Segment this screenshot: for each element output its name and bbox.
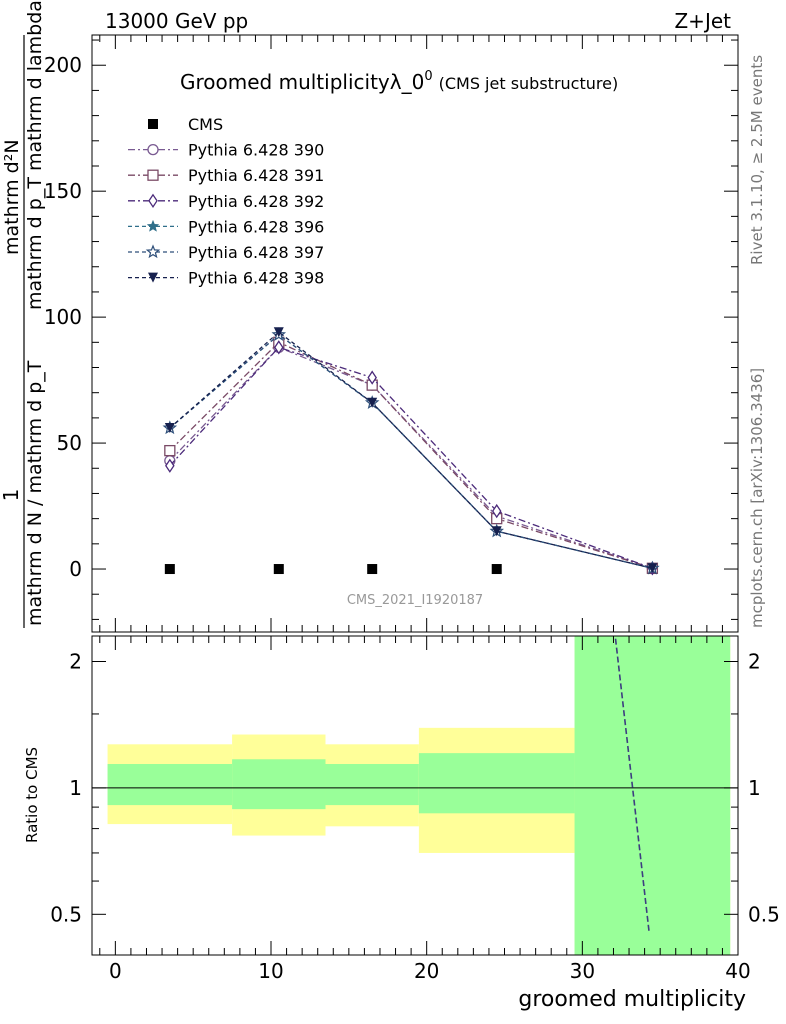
legend-entry: CMS — [148, 115, 223, 134]
main-panel: 0 50 100 150 200 Groomed multiplicityλ_00 (CM… — [44, 34, 739, 633]
main-title: Groomed multiplicityλ_00 (CMS jet substru… — [180, 69, 618, 94]
main-subtitle: (CMS jet substructure) — [439, 74, 619, 93]
ylabel-den: mathrm d p_T mathrm d lambda — [24, 0, 46, 310]
legend-marker — [148, 272, 158, 283]
ratio-bands — [107, 636, 731, 955]
ratio-ytick-label-right: 0.5 — [748, 902, 780, 926]
ratio-band-green — [232, 759, 326, 810]
legend-label: Pythia 6.428 392 — [188, 192, 324, 211]
legend-entry: Pythia 6.428 391 — [128, 166, 324, 185]
legend-label: Pythia 6.428 396 — [188, 217, 324, 236]
ratio-xlabel: groomed multiplicity — [518, 987, 746, 1012]
ratio-panel: 0.5 0.51 12 20 10 20 30 40 Ratio to CMS groomed… — [23, 635, 780, 1012]
main-ytick-label: 150 — [44, 179, 82, 203]
series-line — [169, 333, 653, 569]
header-right: Z+Jet — [674, 9, 731, 33]
rivet-label: Rivet 3.1.10, ≥ 2.5M events — [748, 55, 766, 265]
legend-entry: Pythia 6.428 397 — [128, 243, 324, 262]
legend-marker — [147, 169, 159, 181]
ratio-xtick-label: 20 — [414, 959, 439, 983]
data-point — [367, 370, 377, 385]
legend-entry: Pythia 6.428 396 — [128, 217, 324, 236]
data-point — [164, 422, 175, 433]
data-point — [164, 444, 176, 457]
ratio-band-green — [107, 764, 233, 806]
legend-label: Pythia 6.428 397 — [188, 243, 324, 262]
ratio-band-green — [574, 636, 731, 955]
ratio-ytick-label: 0.5 — [50, 902, 82, 926]
data-point — [491, 564, 502, 575]
ratio-ytick-label-right: 1 — [748, 776, 761, 800]
main-frame — [91, 34, 739, 633]
watermark: CMS_2021_I1920187 — [347, 593, 483, 608]
data-point — [367, 397, 378, 408]
data-point — [367, 564, 378, 575]
main-ytick-label: 100 — [44, 305, 82, 329]
ratio-xtick-label: 0 — [109, 959, 122, 983]
series-line — [169, 331, 653, 569]
legend-label: Pythia 6.428 398 — [188, 269, 324, 288]
data-point — [273, 327, 284, 338]
legend-marker — [147, 143, 159, 156]
series-2 — [164, 336, 659, 574]
data-point — [164, 564, 175, 575]
legend-entry: Pythia 6.428 390 — [128, 141, 324, 160]
series-0 — [164, 564, 658, 575]
series-line — [169, 346, 653, 569]
series-6 — [164, 327, 658, 574]
ratio-series — [614, 636, 651, 934]
ylabel-prefix-den: mathrm d N / mathrm d p_T — [24, 360, 46, 626]
legend-marker — [145, 244, 161, 259]
main-axis-ticks: 0 50 100 150 200 — [44, 35, 739, 632]
main-ytick-label: 200 — [44, 53, 82, 77]
ratio-series-line — [614, 636, 651, 934]
main-ytick-label: 50 — [57, 431, 82, 455]
data-point — [274, 340, 284, 355]
ratio-band-green — [418, 753, 575, 814]
series-line — [169, 341, 653, 569]
series-3 — [165, 340, 658, 576]
main-series — [162, 327, 660, 576]
ylabel-prefix-num: 1 — [0, 489, 23, 502]
ylabel-num: mathrm d²N — [1, 139, 23, 255]
ratio-ytick-label: 2 — [69, 649, 82, 673]
legend-entry: Pythia 6.428 392 — [128, 192, 324, 211]
legend-label: CMS — [188, 115, 223, 134]
data-point — [647, 563, 658, 574]
data-point — [491, 503, 502, 519]
ratio-band-green — [325, 764, 419, 806]
ratio-xtick-label: 40 — [725, 959, 750, 983]
ratio-xtick-label: 10 — [258, 959, 283, 983]
series-4 — [163, 328, 659, 574]
series-1 — [164, 341, 659, 574]
main-ytick-label: 0 — [69, 557, 82, 581]
legend-label: Pythia 6.428 391 — [188, 166, 324, 185]
legend-marker — [146, 219, 160, 232]
series-line — [169, 346, 653, 569]
ratio-axis-ticks: 0.5 0.51 12 20 10 20 30 40 — [50, 636, 780, 983]
series-5 — [162, 327, 660, 575]
legend-label: Pythia 6.428 390 — [188, 141, 324, 160]
ratio-ytick-label: 1 — [69, 776, 82, 800]
legend: CMS Pythia 6.428 390 Pythia 6.428 391 Pythi… — [128, 115, 324, 288]
ratio-ytick-label-right: 2 — [748, 649, 761, 673]
ratio-xtick-label: 30 — [570, 959, 595, 983]
legend-entry: Pythia 6.428 398 — [128, 269, 324, 288]
mcplots-label: mcplots.cern.ch [arXiv:1306.3436] — [748, 368, 766, 628]
ratio-frame — [91, 635, 739, 956]
data-point — [165, 458, 175, 473]
data-point — [491, 526, 502, 537]
legend-marker — [148, 119, 158, 129]
title-superscript: 0 — [424, 69, 432, 84]
data-point — [273, 564, 284, 575]
ratio-ylabel: Ratio to CMS — [23, 747, 41, 843]
header-left: 13000 GeV pp — [105, 9, 248, 33]
series-line — [169, 333, 653, 569]
main-ylabel: 1 mathrm d N / mathrm d p_T mathrm d²N m… — [0, 0, 46, 628]
legend-marker — [148, 193, 158, 208]
